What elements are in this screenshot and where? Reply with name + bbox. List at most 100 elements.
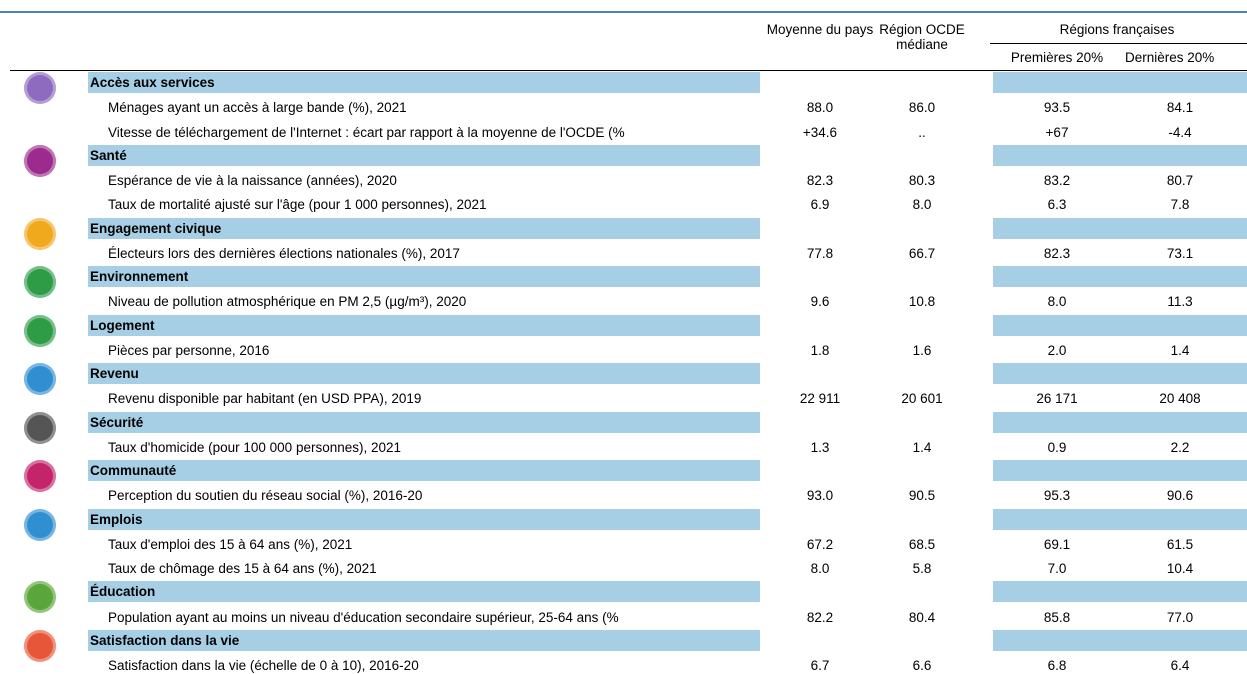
row-label: Taux d'homicide (pour 100 000 personnes)… — [108, 439, 402, 455]
cell-value: 10.8 — [908, 294, 936, 310]
row-label: Ménages ayant un accès à large bande (%)… — [108, 100, 407, 116]
row-label: Vitesse de téléchargement de l'Internet … — [108, 124, 625, 140]
cell-value: 6.8 — [1047, 658, 1067, 673]
section-title: Accès aux services — [90, 75, 215, 90]
section-band — [760, 314, 960, 336]
cell-value: 0.9 — [1047, 439, 1067, 455]
cell-value: 90.5 — [908, 488, 936, 504]
cell-value: -4.4 — [1168, 124, 1192, 140]
row-label: Pièces par personne, 2016 — [108, 342, 270, 358]
section-band — [760, 581, 960, 603]
cell-value: 1.4 — [912, 439, 932, 455]
row-label: Satisfaction dans la vie (échelle de 0 à… — [108, 658, 419, 673]
cell-value: 2.0 — [1047, 342, 1067, 358]
cell-value: 8.0 — [912, 197, 932, 213]
section-band — [88, 266, 760, 287]
cell-value: 1.8 — [810, 342, 830, 358]
section-title: Engagement civique — [90, 220, 222, 236]
column-header: Moyenne du pays — [766, 22, 874, 37]
row-label: Taux de mortalité ajusté sur l'âge (pour… — [108, 197, 487, 213]
cell-value: 69.1 — [1043, 536, 1071, 552]
section-title: Éducation — [90, 584, 156, 600]
section-band — [88, 72, 760, 93]
group-rule — [990, 43, 1247, 44]
cell-value: 88.0 — [806, 100, 834, 116]
section-band — [88, 314, 760, 336]
section-title: Emplois — [90, 511, 143, 527]
section-band — [993, 508, 1247, 530]
row-label: Population ayant au moins un niveau d'éd… — [108, 609, 619, 625]
cell-value: 86.0 — [908, 100, 936, 116]
section-band — [88, 411, 760, 433]
section-icon — [24, 629, 56, 662]
section-band — [993, 629, 1247, 651]
section-title: Satisfaction dans la vie — [90, 632, 240, 648]
cell-value: 93.5 — [1043, 100, 1071, 116]
cell-value: 80.4 — [908, 609, 936, 625]
section-band — [760, 508, 960, 530]
row-label: Perception du soutien du réseau social (… — [108, 488, 423, 504]
section-band — [760, 266, 960, 287]
row-label: Revenu disponible par habitant (en USD P… — [108, 391, 422, 407]
cell-value: 5.8 — [912, 561, 932, 576]
cell-value: 73.1 — [1166, 245, 1194, 261]
section-icon — [24, 508, 56, 541]
section-band — [88, 629, 760, 651]
cell-value: 7.0 — [1047, 561, 1067, 576]
cell-value: 11.3 — [1167, 294, 1193, 310]
cell-value: 67.2 — [806, 536, 834, 552]
cell-value: 1.6 — [912, 342, 932, 358]
section-band — [993, 217, 1247, 239]
cell-value: 6.3 — [1047, 197, 1067, 213]
cell-value: .. — [918, 124, 926, 140]
section-icon — [24, 460, 56, 492]
cell-value: 68.5 — [908, 536, 936, 552]
section-band — [88, 581, 760, 603]
top-rule — [0, 11, 1247, 13]
section-band — [993, 144, 1247, 166]
section-band — [993, 460, 1247, 481]
cell-value: 85.8 — [1043, 609, 1071, 625]
cell-value: 8.0 — [1047, 294, 1067, 310]
cell-value: 8.0 — [810, 561, 830, 576]
column-header: Région OCDE médiane — [879, 22, 965, 52]
section-title: Revenu — [90, 366, 139, 381]
cell-value: +34.6 — [802, 124, 838, 140]
section-title: Environnement — [90, 269, 189, 284]
cell-value: 6.4 — [1170, 658, 1190, 673]
section-band — [760, 411, 960, 433]
section-icon — [24, 266, 56, 298]
row-label: Espérance de vie à la naissance (années)… — [108, 173, 397, 188]
cell-value: 80.7 — [1166, 173, 1194, 188]
cell-value: 82.3 — [1043, 245, 1071, 261]
section-icon — [24, 411, 56, 444]
group-header: Régions françaises — [1059, 22, 1175, 37]
row-label: Électeurs lors des dernières élections n… — [108, 245, 460, 261]
section-title: Santé — [90, 147, 127, 163]
section-band — [88, 363, 760, 384]
section-title: Sécurité — [90, 414, 144, 430]
cell-value: 77.0 — [1166, 609, 1194, 625]
cell-value: 22 911 — [799, 391, 841, 407]
header-rule — [10, 70, 1247, 71]
cell-value: 10.4 — [1166, 561, 1194, 576]
section-icon — [24, 363, 56, 395]
cell-value: 6.6 — [912, 658, 932, 673]
row-label: Taux de chômage des 15 à 64 ans (%), 202… — [108, 561, 377, 576]
section-band — [993, 266, 1247, 287]
section-band — [993, 72, 1247, 93]
cell-value: 6.7 — [810, 658, 830, 673]
cell-value: 90.6 — [1166, 488, 1194, 504]
section-band — [760, 363, 960, 384]
cell-value: 20 601 — [901, 391, 943, 407]
section-band — [760, 144, 960, 166]
section-band — [760, 629, 960, 651]
section-title: Communauté — [90, 463, 177, 478]
section-band — [88, 508, 760, 530]
cell-value: 61.5 — [1166, 536, 1194, 552]
row-label: Taux d'emploi des 15 à 64 ans (%), 2021 — [108, 536, 353, 552]
section-band — [993, 314, 1247, 336]
section-band — [760, 217, 960, 239]
cell-value: 84.1 — [1166, 100, 1194, 116]
